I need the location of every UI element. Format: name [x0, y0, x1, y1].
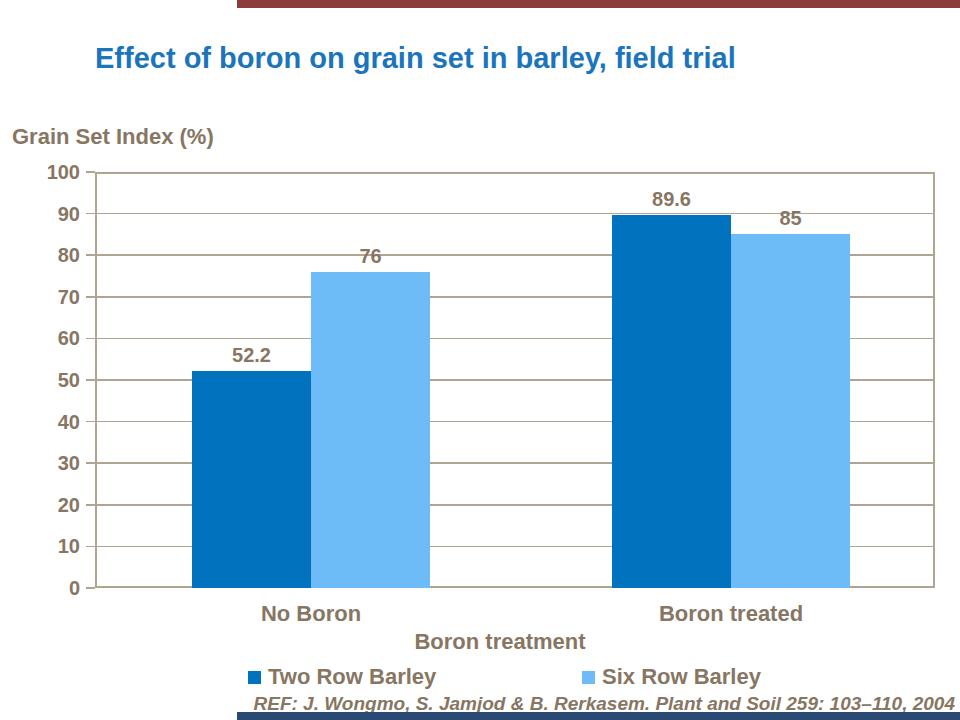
y-axis-tick: [86, 171, 95, 173]
y-axis-tick: [86, 462, 95, 464]
top-accent-bar: [237, 0, 960, 8]
bar-six-row-barley-boron-treated: [731, 234, 850, 588]
y-tick-label: 100: [20, 161, 80, 183]
category-label-no-boron: No Boron: [191, 601, 431, 627]
y-axis-tick: [86, 587, 95, 589]
y-tick-label: 50: [20, 369, 80, 391]
bar-value-label: 52.2: [207, 344, 297, 366]
category-label-boron-treated: Boron treated: [611, 601, 851, 627]
x-axis-title: Boron treatment: [350, 629, 650, 655]
bar-two-row-barley-no-boron: [192, 371, 311, 588]
slide-canvas: Effect of boron on grain set in barley, …: [0, 0, 960, 720]
y-tick-label: 80: [20, 244, 80, 266]
bar-six-row-barley-no-boron: [311, 272, 430, 588]
y-axis-tick: [86, 254, 95, 256]
y-tick-label: 10: [20, 535, 80, 557]
y-tick-label: 30: [20, 452, 80, 474]
y-axis-tick: [86, 546, 95, 548]
legend-label: Six Row Barley: [602, 665, 761, 689]
y-axis-title: Grain Set Index (%): [12, 124, 214, 150]
y-axis-tick: [86, 338, 95, 340]
bar-value-label: 85: [746, 207, 836, 229]
y-tick-label: 40: [20, 411, 80, 433]
y-axis-tick: [86, 296, 95, 298]
legend-swatch-icon: [582, 671, 595, 684]
legend-swatch-icon: [248, 671, 261, 684]
legend-item-two-row-barley: Two Row Barley: [248, 665, 436, 689]
y-tick-label: 70: [20, 286, 80, 308]
bottom-accent-bar: [237, 712, 960, 720]
y-tick-label: 90: [20, 203, 80, 225]
y-axis-tick: [86, 379, 95, 381]
legend-item-six-row-barley: Six Row Barley: [582, 665, 761, 689]
legend-label: Two Row Barley: [268, 665, 436, 689]
bar-value-label: 76: [326, 245, 416, 267]
y-axis-tick: [86, 504, 95, 506]
y-tick-label: 20: [20, 494, 80, 516]
chart-title: Effect of boron on grain set in barley, …: [95, 42, 915, 75]
y-tick-label: 0: [20, 577, 80, 599]
y-tick-label: 60: [20, 327, 80, 349]
bar-two-row-barley-boron-treated: [612, 215, 731, 588]
y-axis-tick: [86, 421, 95, 423]
bar-value-label: 89.6: [627, 188, 717, 210]
y-axis-tick: [86, 213, 95, 215]
